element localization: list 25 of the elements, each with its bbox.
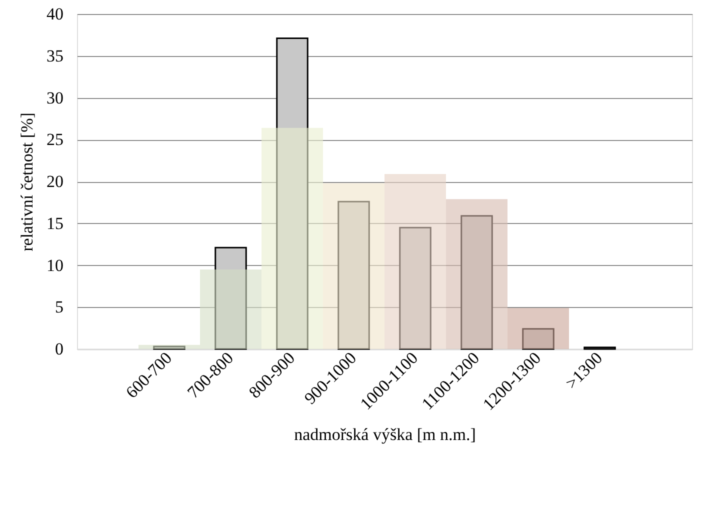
bar [200, 269, 262, 349]
y-tick-label: 10 [46, 256, 64, 275]
y-tick-label: 25 [46, 130, 64, 150]
bar [399, 226, 432, 350]
y-tick-label: 35 [46, 46, 64, 66]
bar [460, 215, 493, 350]
y-tick-label: 30 [46, 88, 64, 108]
bar [384, 174, 446, 349]
bar [522, 328, 554, 350]
y-tick-label: 15 [46, 214, 64, 233]
bar [214, 246, 247, 350]
bar [153, 346, 186, 350]
bar [508, 308, 569, 349]
bar [323, 183, 384, 349]
y-tick-label: 40 [46, 4, 64, 24]
y-axis-title: relativní četnost [%] [18, 112, 36, 252]
bar [262, 128, 323, 349]
bar [138, 344, 200, 349]
y-tick-label: 5 [55, 298, 64, 317]
bar [446, 199, 508, 349]
y-tick-label: 20 [46, 172, 64, 191]
x-axis-title: nadmořská výška [m n.m.] [294, 425, 476, 444]
bar [276, 38, 308, 350]
bar [338, 200, 370, 350]
y-tick-label: 0 [55, 340, 64, 358]
